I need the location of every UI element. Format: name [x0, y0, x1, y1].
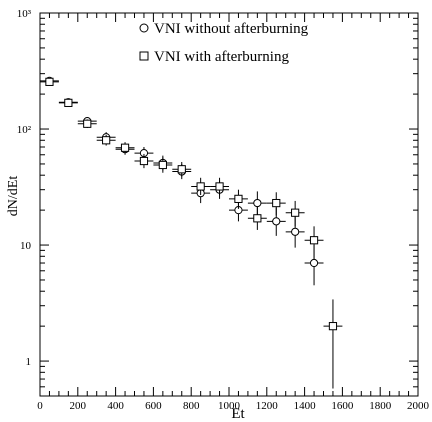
data-point	[134, 153, 154, 169]
square-marker	[196, 182, 205, 191]
data-point	[304, 226, 324, 260]
x-tick-label: 0	[37, 400, 43, 412]
y-tick-label: 10	[20, 240, 32, 252]
legend-square-marker	[139, 51, 149, 61]
legend-label-with-afterburning: VNI with afterburning	[154, 49, 289, 65]
data-point	[210, 177, 229, 196]
data-point	[323, 299, 343, 389]
data-point	[229, 189, 248, 209]
x-tick-label: 1400	[294, 400, 317, 412]
y-tick-label: 10³	[17, 8, 32, 20]
x-axis-ticks	[39, 13, 419, 396]
data-point	[247, 206, 267, 230]
data-point	[191, 177, 211, 196]
y-tick-label: 10²	[17, 124, 32, 136]
square-marker	[309, 236, 319, 245]
x-axis-tick-labels: 0 200 400 600 800 1000 1200 1400 1600 1800 2000	[37, 400, 429, 412]
x-tick-label: 800	[183, 400, 200, 412]
legend-circle-marker	[139, 23, 149, 33]
series-vni-with-afterburning	[40, 77, 343, 389]
square-marker	[158, 160, 167, 170]
square-marker	[215, 182, 224, 191]
x-tick-label: 400	[107, 400, 124, 412]
data-point	[96, 134, 116, 146]
y-axis-tick-labels: 1 10 10² 10³	[17, 8, 32, 368]
y-tick-label: 1	[26, 356, 32, 368]
circle-marker	[291, 227, 300, 236]
square-marker	[177, 165, 186, 174]
data-point	[266, 192, 286, 216]
circle-marker	[253, 198, 262, 208]
x-tick-label: 2000	[407, 400, 430, 412]
square-marker	[234, 194, 243, 203]
legend-label-without-afterburning: VNI without afterburning	[154, 21, 309, 37]
y-axis-ticks	[40, 12, 418, 397]
square-marker	[83, 119, 92, 128]
square-marker	[120, 143, 130, 152]
x-tick-label: 200	[70, 400, 87, 412]
x-tick-label: 600	[145, 400, 162, 412]
data-point	[153, 157, 173, 173]
x-axis-label: Et	[231, 406, 245, 422]
square-marker	[45, 77, 54, 86]
data-point	[40, 77, 59, 86]
square-marker	[139, 156, 149, 166]
data-point	[172, 161, 192, 177]
data-point	[58, 98, 78, 107]
data-point	[115, 142, 135, 154]
square-marker	[328, 322, 338, 331]
data-point	[285, 200, 305, 227]
x-tick-label: 1000	[218, 400, 241, 412]
circle-marker	[272, 217, 281, 226]
x-tick-label: 1600	[331, 400, 354, 412]
y-axis-label: dN/dEt	[6, 176, 21, 217]
square-marker	[102, 136, 111, 145]
plot-frame	[39, 12, 419, 397]
circle-marker	[309, 258, 319, 268]
data-point	[266, 207, 286, 236]
x-tick-label: 1200	[256, 400, 279, 412]
square-marker	[253, 214, 262, 223]
square-marker	[64, 98, 73, 107]
series-vni-without-afterburning	[40, 76, 324, 286]
x-tick-label: 1800	[369, 400, 392, 412]
square-marker	[291, 208, 300, 217]
legend: VNI without afterburning VNI with afterb…	[139, 21, 309, 65]
square-marker	[272, 198, 281, 208]
data-point	[77, 119, 97, 129]
